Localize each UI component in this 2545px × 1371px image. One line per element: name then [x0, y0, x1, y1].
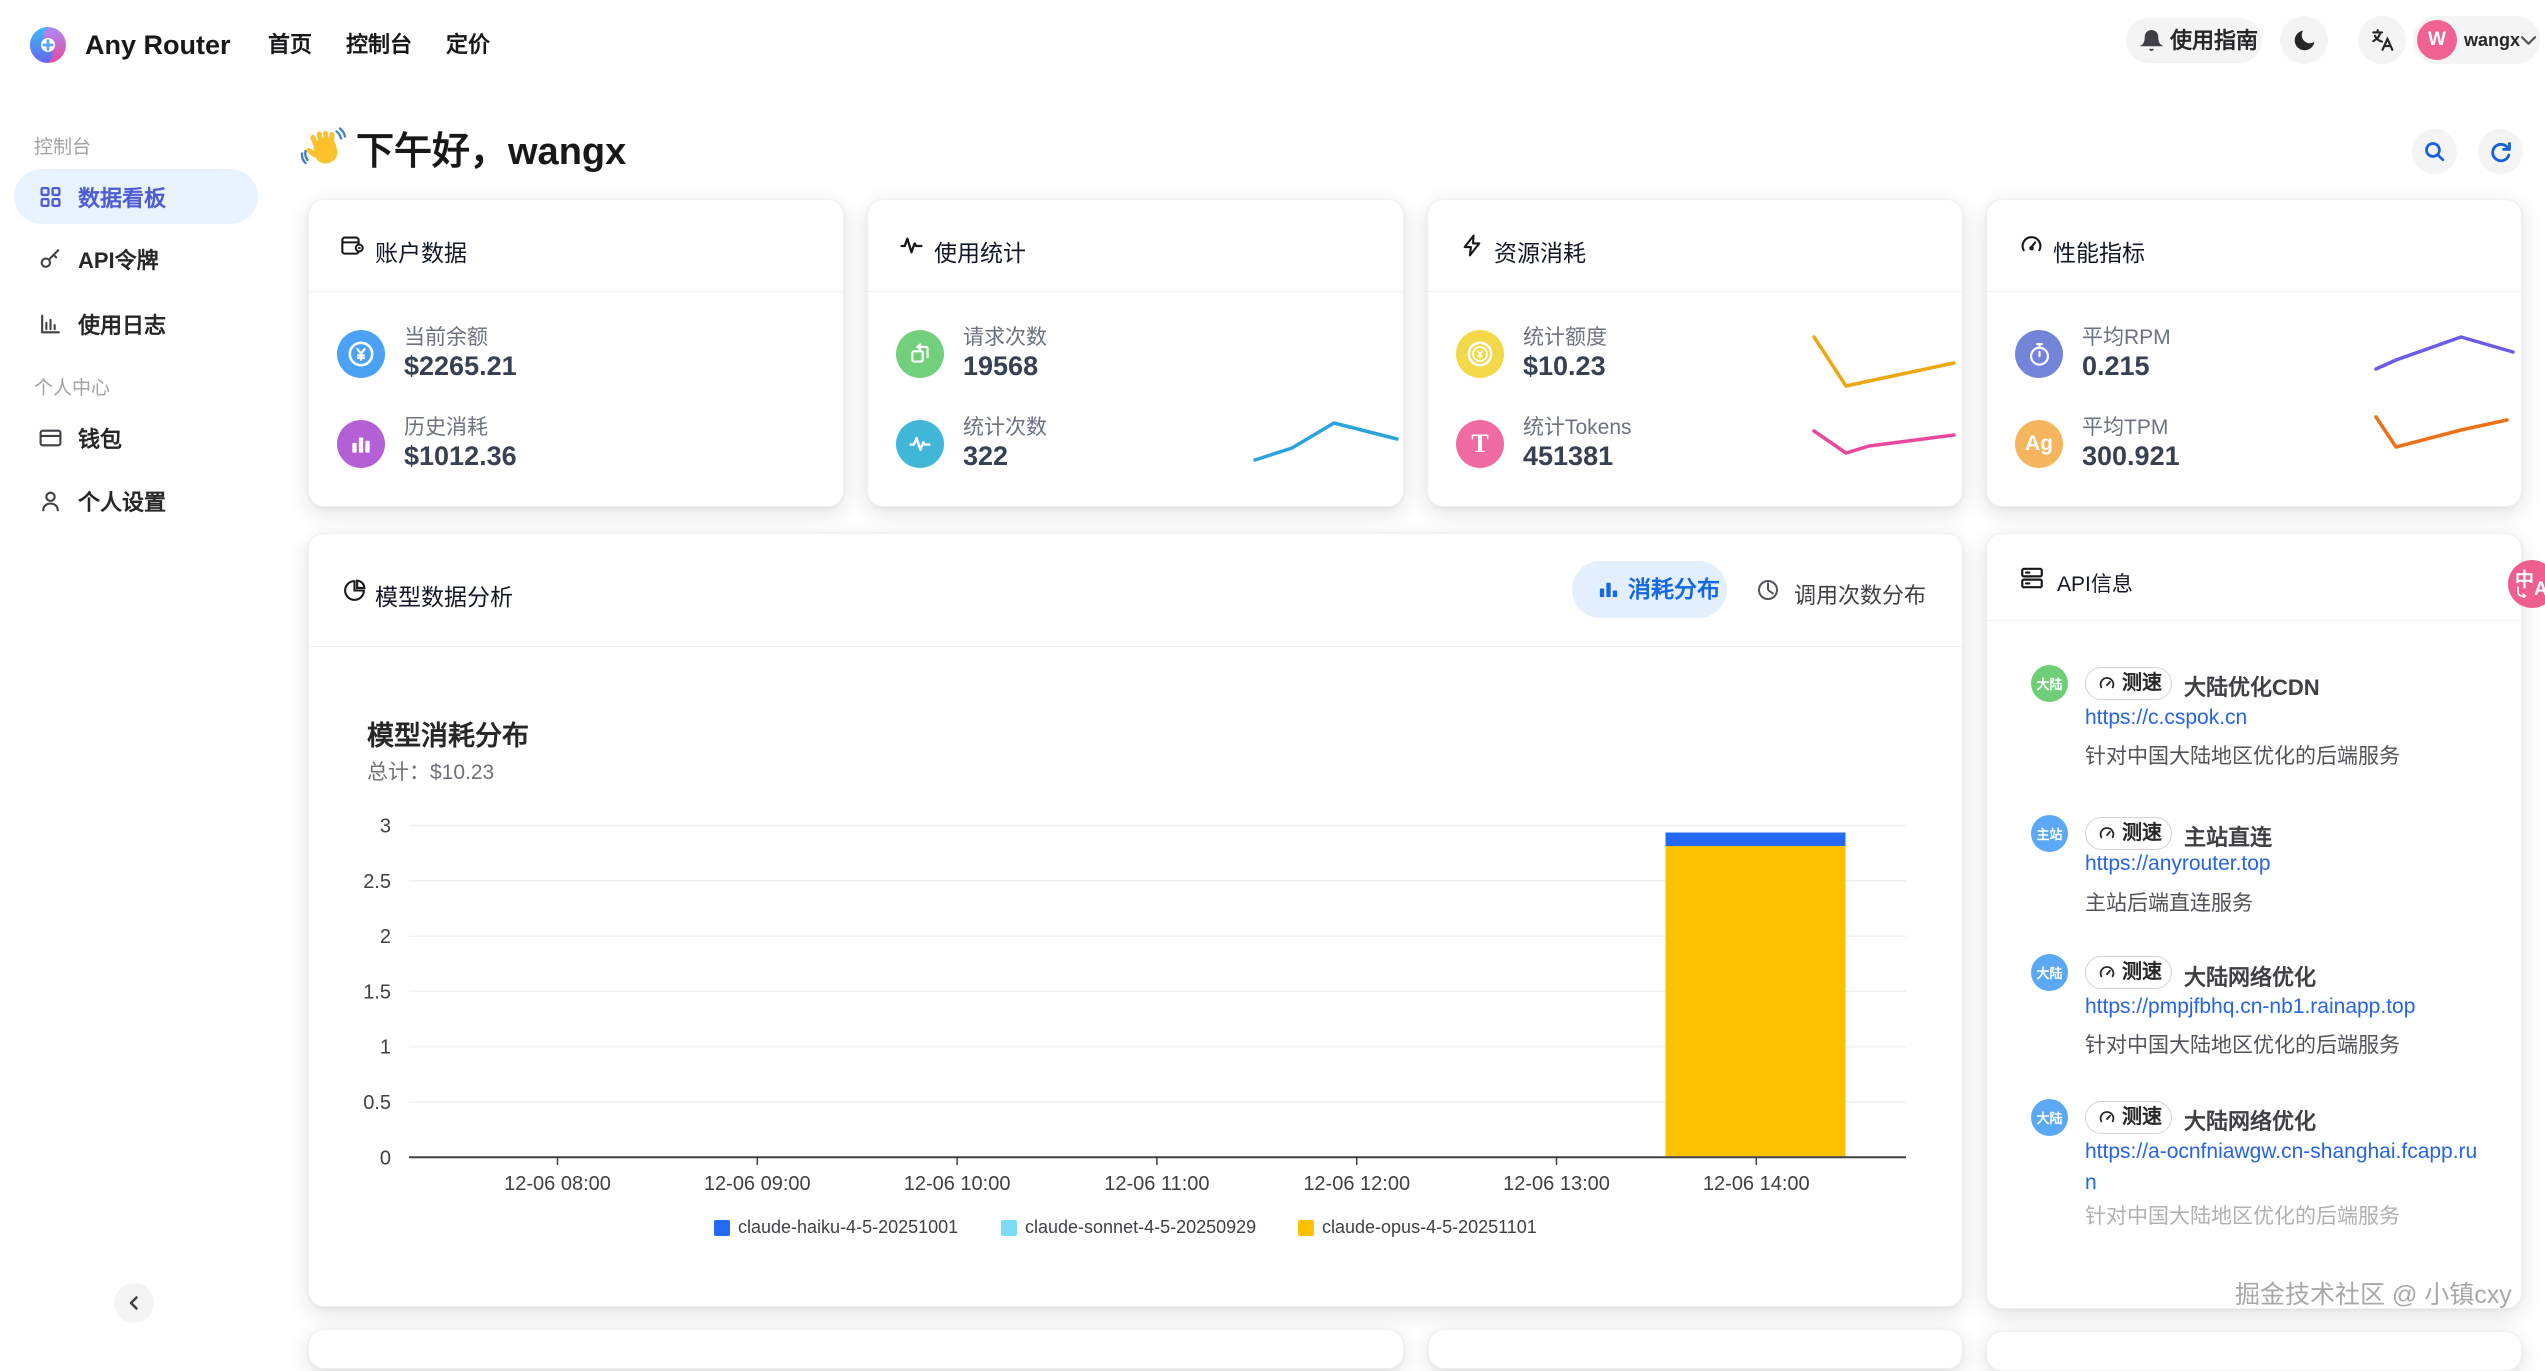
- svg-text:12-06 14:00: 12-06 14:00: [1703, 1173, 1810, 1195]
- svg-text:12-06 09:00: 12-06 09:00: [704, 1173, 811, 1195]
- svg-text:0.5: 0.5: [363, 1092, 391, 1114]
- svg-text:12-06 11:00: 12-06 11:00: [1104, 1173, 1209, 1195]
- svg-text:12-06 10:00: 12-06 10:00: [904, 1173, 1011, 1195]
- svg-text:12-06 12:00: 12-06 12:00: [1303, 1173, 1410, 1195]
- svg-text:1.5: 1.5: [363, 981, 391, 1003]
- svg-text:12-06 13:00: 12-06 13:00: [1503, 1173, 1610, 1195]
- svg-text:2.5: 2.5: [363, 871, 391, 893]
- svg-text:12-06 08:00: 12-06 08:00: [504, 1173, 611, 1195]
- svg-text:3: 3: [380, 816, 391, 838]
- svg-text:2: 2: [380, 926, 391, 948]
- svg-text:1: 1: [380, 1037, 391, 1059]
- svg-text:0: 0: [380, 1147, 391, 1169]
